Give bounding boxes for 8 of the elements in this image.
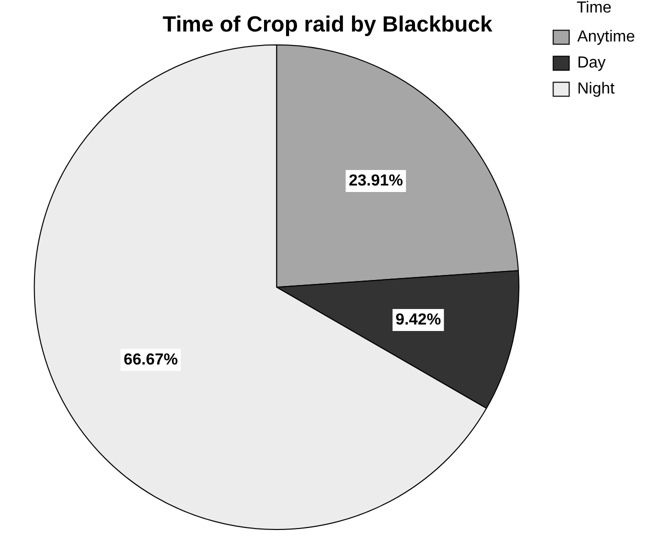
legend-label: Night bbox=[577, 80, 616, 98]
legend-title: Time bbox=[576, 0, 612, 16]
legend-label: Day bbox=[577, 54, 606, 72]
legend-label: Anytime bbox=[577, 28, 636, 46]
chart-title: Time of Crop raid by Blackbuck bbox=[162, 11, 494, 36]
data-label: 66.67% bbox=[124, 351, 178, 368]
data-label: 9.42% bbox=[396, 311, 441, 328]
data-label: 23.91% bbox=[348, 172, 403, 190]
